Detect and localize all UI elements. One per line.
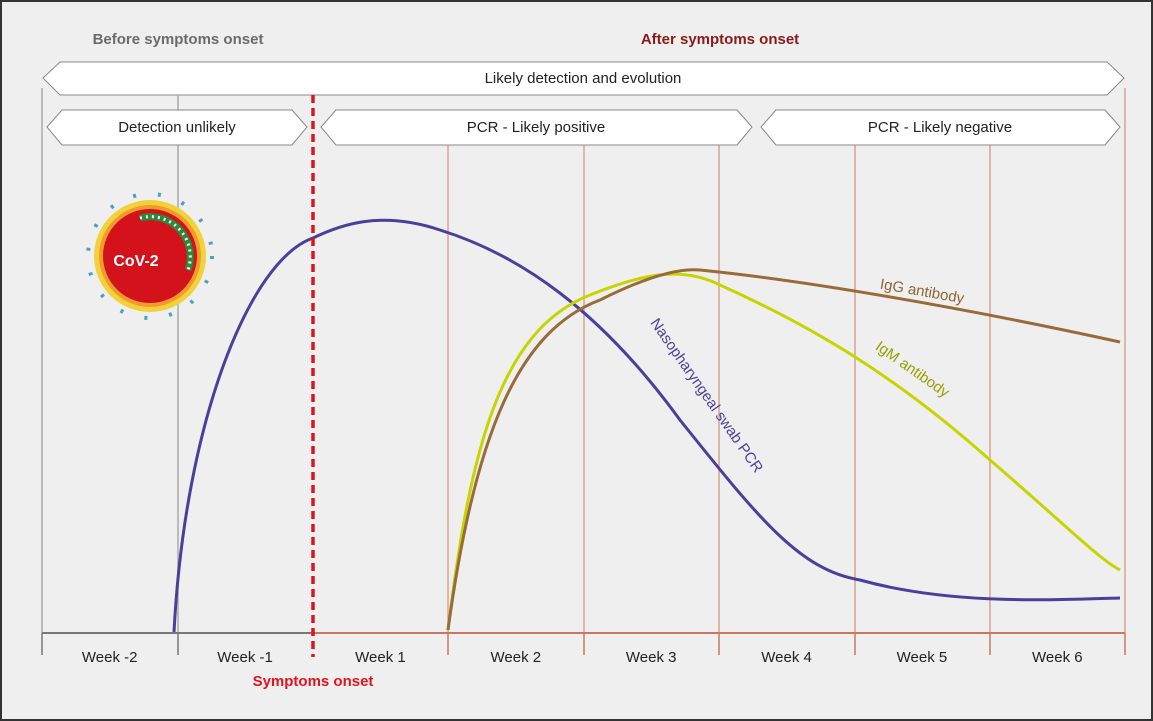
- week-label: Week 3: [626, 649, 677, 666]
- week-label: Week 1: [355, 649, 406, 666]
- virus-label: CoV-2: [113, 253, 158, 270]
- week-label: Week 6: [1032, 649, 1083, 666]
- phase-label: Detection unlikely: [118, 119, 236, 136]
- week-label: Week 2: [491, 649, 542, 666]
- header-before: Before symptoms onset: [93, 31, 264, 48]
- week-label: Week -2: [82, 649, 138, 666]
- week-label: Week -1: [217, 649, 273, 666]
- phase-label: PCR - Likely positive: [467, 119, 605, 136]
- phase-label: PCR - Likely negative: [868, 119, 1012, 136]
- week-label: Week 4: [761, 649, 812, 666]
- diagram: Before symptoms onset After symptoms ons…: [0, 0, 1153, 721]
- onset-label: Symptoms onset: [253, 673, 374, 690]
- frame: [1, 1, 1152, 720]
- week-label: Week 5: [897, 649, 948, 666]
- main-banner-label: Likely detection and evolution: [485, 70, 682, 87]
- header-after: After symptoms onset: [641, 31, 799, 48]
